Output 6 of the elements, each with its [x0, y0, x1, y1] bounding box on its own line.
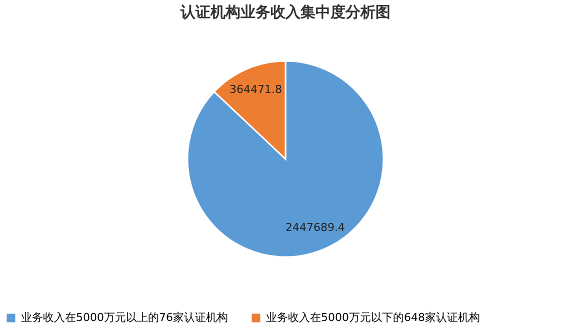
pie-slice — [186, 60, 384, 258]
data-label: 2447689.4 — [285, 220, 345, 234]
chart-title: 认证机构业务收入集中度分析图 — [180, 3, 390, 21]
data-label: 364471.8 — [230, 83, 282, 96]
legend-label: 业务收入在5000万元以下的648家认证机构 — [266, 311, 480, 324]
legend-label: 业务收入在5000万元以上的76家认证机构 — [21, 311, 228, 324]
